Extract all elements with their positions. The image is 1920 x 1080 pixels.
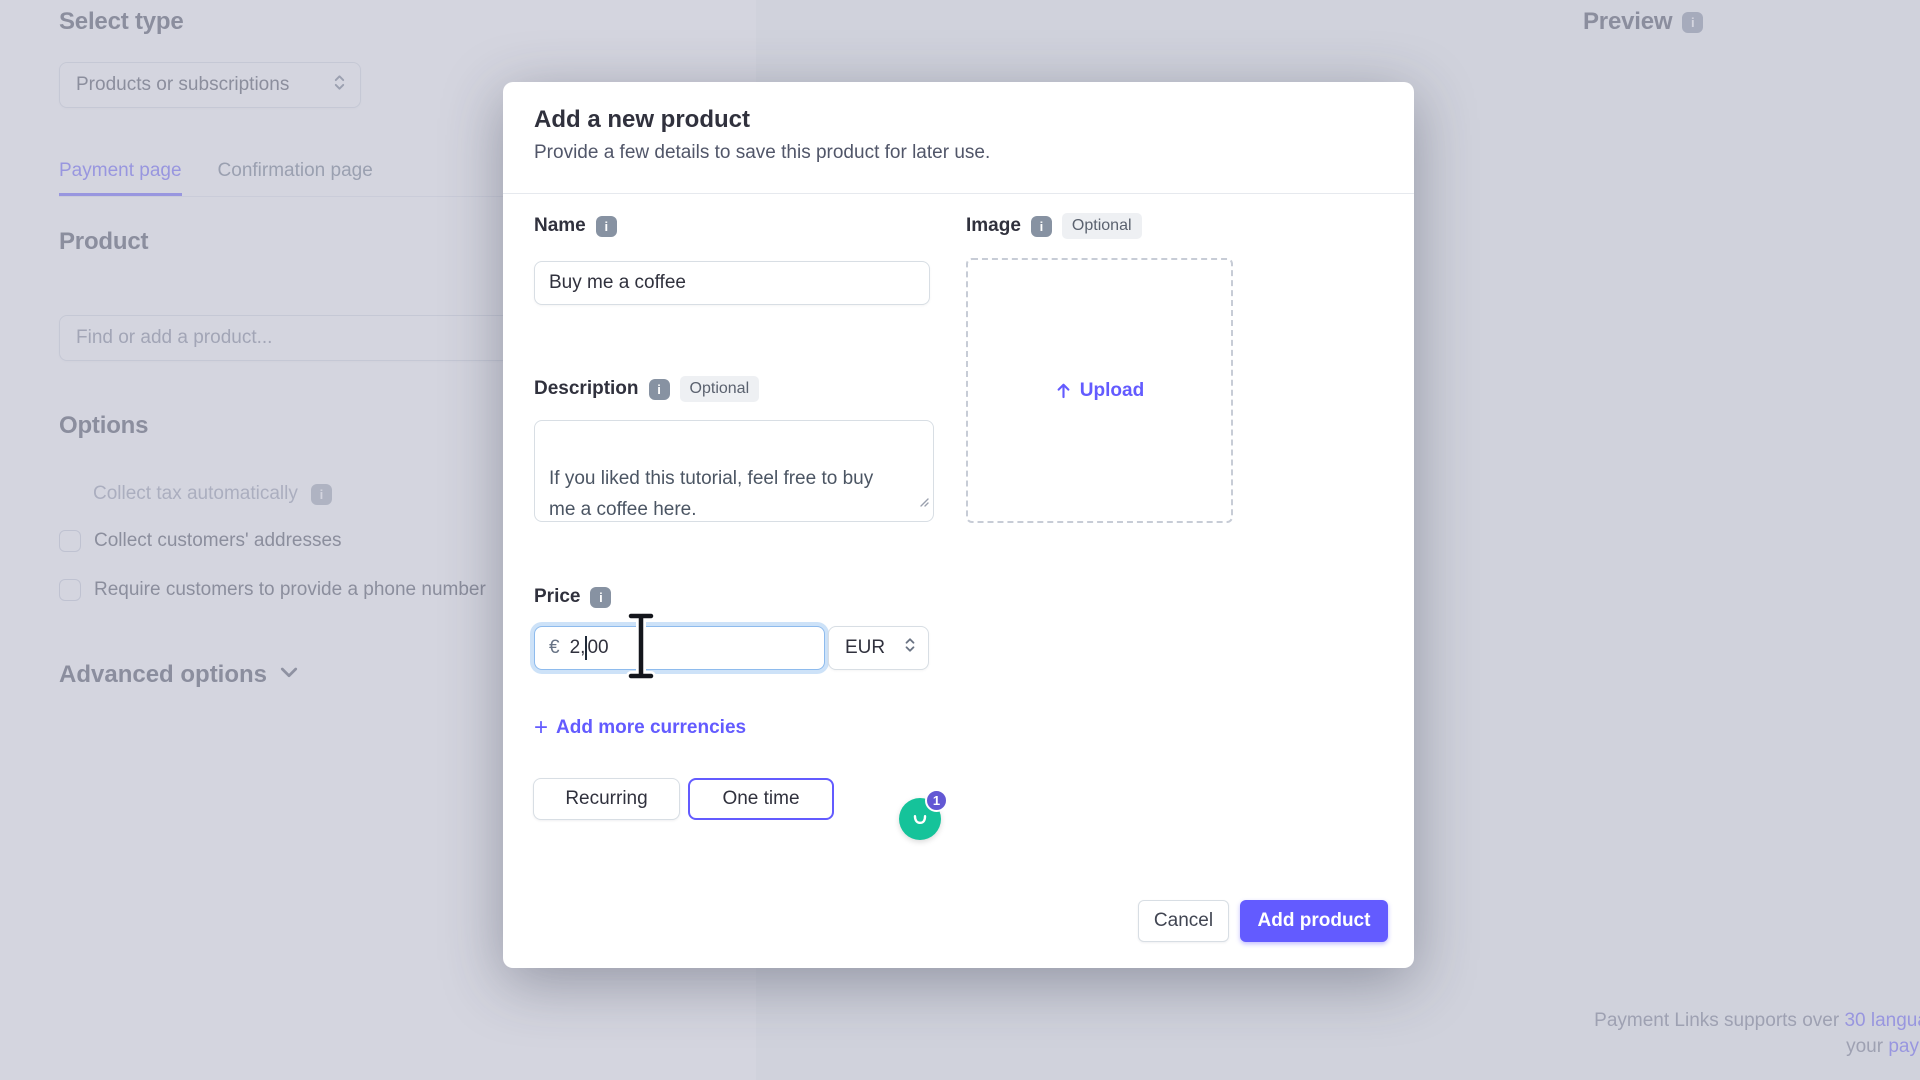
one-time-label: One time — [722, 788, 800, 809]
upload-arrow-icon — [1057, 383, 1070, 399]
info-icon[interactable]: i — [595, 215, 617, 237]
price-value-before-caret: 2, — [569, 637, 586, 658]
price-value-after-caret: 00 — [587, 637, 609, 658]
recurring-label: Recurring — [565, 788, 648, 809]
name-label-row: Name i — [534, 215, 617, 237]
upload-label: Upload — [1079, 379, 1145, 401]
image-upload-dropzone[interactable]: Upload — [966, 258, 1233, 523]
grammarly-badge: 1 — [925, 789, 948, 812]
recurring-button[interactable]: Recurring — [533, 778, 680, 820]
currency-symbol: € — [549, 637, 560, 658]
cancel-button[interactable]: Cancel — [1138, 900, 1229, 942]
plus-icon: + — [534, 714, 549, 741]
description-label-row: Description i Optional — [534, 376, 760, 402]
name-input[interactable]: Buy me a coffee — [534, 261, 930, 305]
description-label: Description — [534, 378, 639, 399]
optional-badge: Optional — [1061, 213, 1142, 239]
price-label-row: Price i — [534, 586, 612, 608]
add-more-currencies-link[interactable]: + Add more currencies — [534, 716, 746, 740]
upload-button[interactable]: Upload — [1055, 380, 1144, 402]
modal-subtitle: Provide a few details to save this produ… — [534, 142, 991, 163]
updown-icon — [902, 637, 918, 659]
description-textarea[interactable]: If you liked this tutorial, feel free to… — [534, 420, 948, 840]
add-product-button[interactable]: Add product — [1240, 900, 1388, 942]
grammarly-icon[interactable]: 1 — [899, 789, 948, 840]
add-product-modal: Add a new product Provide a few details … — [503, 82, 1414, 968]
info-icon[interactable]: i — [590, 586, 612, 608]
name-label: Name — [534, 215, 586, 236]
description-value: If you liked this tutorial, feel free to… — [549, 467, 874, 520]
text-caret — [585, 636, 588, 660]
add-product-label: Add product — [1257, 910, 1371, 931]
add-more-currencies-label: Add more currencies — [556, 717, 747, 738]
image-label-row: Image i Optional — [966, 213, 1142, 239]
resize-handle-icon[interactable] — [917, 456, 929, 518]
currency-select[interactable]: EUR — [828, 626, 929, 670]
info-icon[interactable]: i — [1030, 215, 1052, 237]
one-time-button[interactable]: One time — [688, 778, 834, 820]
modal-title: Add a new product — [534, 106, 750, 133]
price-label: Price — [534, 586, 581, 607]
name-value: Buy me a coffee — [549, 272, 686, 293]
info-icon[interactable]: i — [648, 378, 670, 400]
price-input[interactable]: € 2, 00 — [534, 626, 825, 670]
optional-badge: Optional — [679, 376, 760, 402]
currency-code: EUR — [845, 637, 886, 658]
cancel-label: Cancel — [1153, 910, 1214, 931]
divider — [503, 193, 1414, 194]
image-label: Image — [966, 215, 1021, 236]
